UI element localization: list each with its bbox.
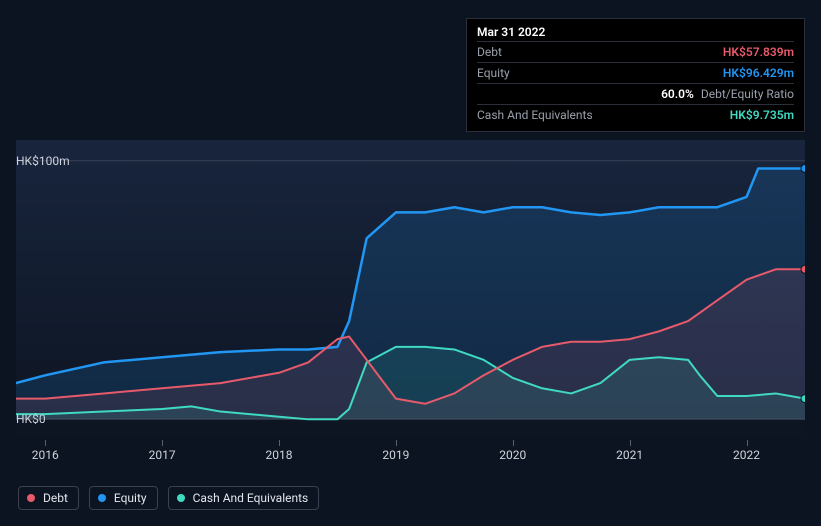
chart-tooltip: Mar 31 2022 Debt HK$57.839m Equity HK$96.42… xyxy=(466,18,805,132)
legend-dot-icon xyxy=(27,494,35,502)
x-axis-tick xyxy=(162,440,163,446)
chart-svg xyxy=(16,140,805,440)
chart-legend: Debt Equity Cash And Equivalents xyxy=(18,486,319,510)
legend-item-debt[interactable]: Debt xyxy=(18,486,79,510)
tooltip-row-value: 60.0% Debt/Equity Ratio xyxy=(661,87,794,101)
legend-item-cash[interactable]: Cash And Equivalents xyxy=(168,486,320,510)
y-axis-label: HK$100m xyxy=(16,154,70,168)
x-axis-tick xyxy=(45,440,46,446)
legend-item-label: Cash And Equivalents xyxy=(193,491,309,505)
tooltip-row: Cash And Equivalents HK$9.735m xyxy=(477,104,794,125)
x-axis-tick xyxy=(747,440,748,446)
tooltip-row: Equity HK$96.429m xyxy=(477,62,794,83)
tooltip-row-value: HK$9.735m xyxy=(730,108,794,122)
series-marker-equity xyxy=(801,164,805,172)
x-axis-tick xyxy=(279,440,280,446)
legend-item-equity[interactable]: Equity xyxy=(89,486,158,510)
tooltip-row-label: Cash And Equivalents xyxy=(477,108,593,122)
tooltip-row-value: HK$96.429m xyxy=(723,66,794,80)
x-axis-label: 2017 xyxy=(149,448,176,462)
series-marker-cash xyxy=(801,395,805,403)
x-axis-tick xyxy=(513,440,514,446)
chart-container: { "chart": { "type": "area-line", "backg… xyxy=(0,0,821,526)
x-axis-label: 2018 xyxy=(266,448,293,462)
legend-item-label: Debt xyxy=(43,491,68,505)
tooltip-date: Mar 31 2022 xyxy=(477,25,794,39)
x-axis-tick xyxy=(396,440,397,446)
tooltip-row: Debt HK$57.839m xyxy=(477,41,794,62)
tooltip-row-label: Debt xyxy=(477,45,502,59)
legend-item-label: Equity xyxy=(114,491,147,505)
x-axis-label: 2019 xyxy=(382,448,409,462)
tooltip-row: 60.0% Debt/Equity Ratio xyxy=(477,83,794,104)
tooltip-row-value: HK$57.839m xyxy=(723,45,794,59)
chart-plot-area: HK$0HK$100m 2016201720182019202020212022 xyxy=(16,140,805,440)
series-marker-debt xyxy=(801,265,805,273)
x-axis-label: 2020 xyxy=(499,448,526,462)
y-axis-label: HK$0 xyxy=(16,412,70,426)
legend-dot-icon xyxy=(177,494,185,502)
x-axis-label: 2021 xyxy=(616,448,643,462)
x-axis-tick xyxy=(630,440,631,446)
tooltip-row-label: Equity xyxy=(477,66,510,80)
x-axis-label: 2022 xyxy=(733,448,760,462)
x-axis-label: 2016 xyxy=(32,448,59,462)
legend-dot-icon xyxy=(98,494,106,502)
